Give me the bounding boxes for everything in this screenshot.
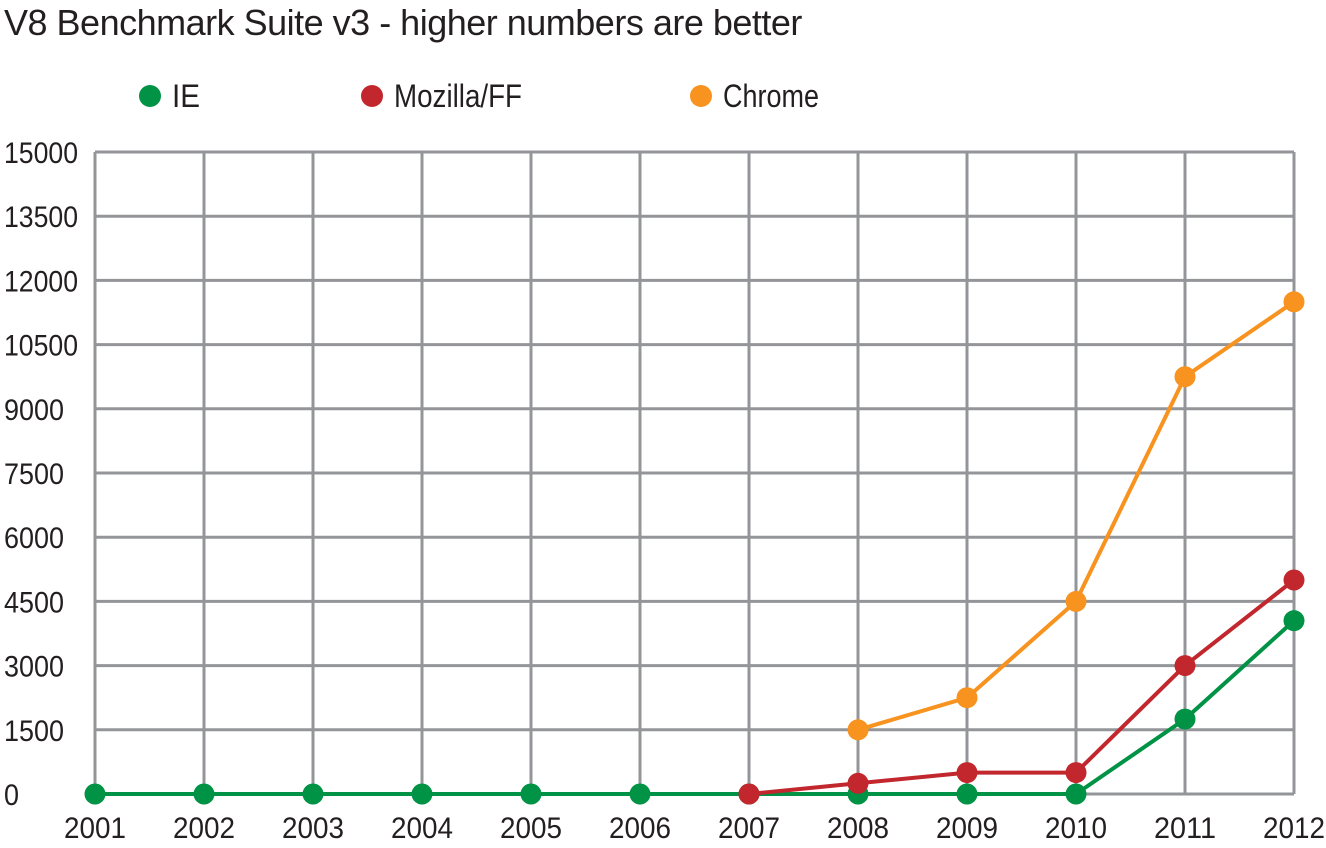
data-point xyxy=(1174,366,1196,388)
data-point xyxy=(411,783,433,805)
x-tick-label: 2010 xyxy=(1045,812,1107,845)
data-point xyxy=(1283,569,1305,591)
x-tick-label: 2005 xyxy=(500,812,562,845)
legend-label: Mozilla/FF xyxy=(394,78,522,114)
data-point xyxy=(1065,590,1087,612)
y-tick-label: 0 xyxy=(4,779,19,812)
series-line xyxy=(748,578,1296,796)
data-point xyxy=(847,772,869,794)
data-point xyxy=(302,783,324,805)
y-tick-label: 9000 xyxy=(4,394,64,427)
legend-label: Chrome xyxy=(723,78,819,114)
data-point xyxy=(1174,708,1196,730)
y-tick-label: 13500 xyxy=(4,201,78,234)
x-tick-label: 2001 xyxy=(64,812,126,845)
data-point xyxy=(193,783,215,805)
legend-item: IE xyxy=(139,78,200,114)
y-tick-label: 7500 xyxy=(4,458,64,491)
data-point xyxy=(956,762,978,784)
x-tick-label: 2011 xyxy=(1154,812,1216,845)
legend-marker xyxy=(690,85,712,107)
x-axis-ticks: 2001 2002 2003 2004 2005 2006 2007 2008 2009 2010… xyxy=(64,812,1325,845)
series xyxy=(84,291,1305,805)
data-point xyxy=(847,719,869,741)
data-point xyxy=(1174,655,1196,677)
series-ie xyxy=(84,610,1305,805)
x-tick-label: 2002 xyxy=(173,812,235,845)
y-tick-label: 6000 xyxy=(4,522,64,555)
data-point xyxy=(738,783,760,805)
y-tick-label: 4500 xyxy=(4,586,64,619)
data-point xyxy=(1065,783,1087,805)
data-point xyxy=(84,783,106,805)
series-chrome xyxy=(847,291,1305,741)
legend-item: Chrome xyxy=(690,78,819,114)
y-tick-label: 12000 xyxy=(4,265,78,298)
y-tick-label: 15000 xyxy=(4,137,78,170)
y-tick-label: 1500 xyxy=(4,715,64,748)
x-tick-label: 2003 xyxy=(282,812,344,845)
series-line xyxy=(95,619,1296,796)
legend-item: Mozilla/FF xyxy=(361,78,522,114)
x-tick-label: 2007 xyxy=(718,812,780,845)
x-tick-label: 2008 xyxy=(827,812,889,845)
data-point xyxy=(629,783,651,805)
legend: IE Mozilla/FF Chrome xyxy=(139,78,819,114)
y-axis-ticks: 0 1500 3000 4500 6000 7500 9000 10500 12000 13500… xyxy=(4,137,78,812)
data-point xyxy=(520,783,542,805)
grid xyxy=(93,150,1296,796)
y-tick-label: 10500 xyxy=(4,330,78,363)
x-tick-label: 2006 xyxy=(609,812,671,845)
chart-title: V8 Benchmark Suite v3 - higher numbers a… xyxy=(4,2,802,43)
data-point xyxy=(956,687,978,709)
data-point xyxy=(1065,762,1087,784)
series-mozilla-ff xyxy=(738,569,1305,805)
x-tick-label: 2004 xyxy=(391,812,453,845)
legend-label: IE xyxy=(172,78,200,114)
data-point xyxy=(956,783,978,805)
x-tick-label: 2012 xyxy=(1263,812,1325,845)
data-point xyxy=(1283,291,1305,313)
x-tick-label: 2009 xyxy=(936,812,998,845)
legend-marker xyxy=(139,85,161,107)
data-point xyxy=(1283,610,1305,632)
legend-marker xyxy=(361,85,383,107)
y-tick-label: 3000 xyxy=(4,651,64,684)
